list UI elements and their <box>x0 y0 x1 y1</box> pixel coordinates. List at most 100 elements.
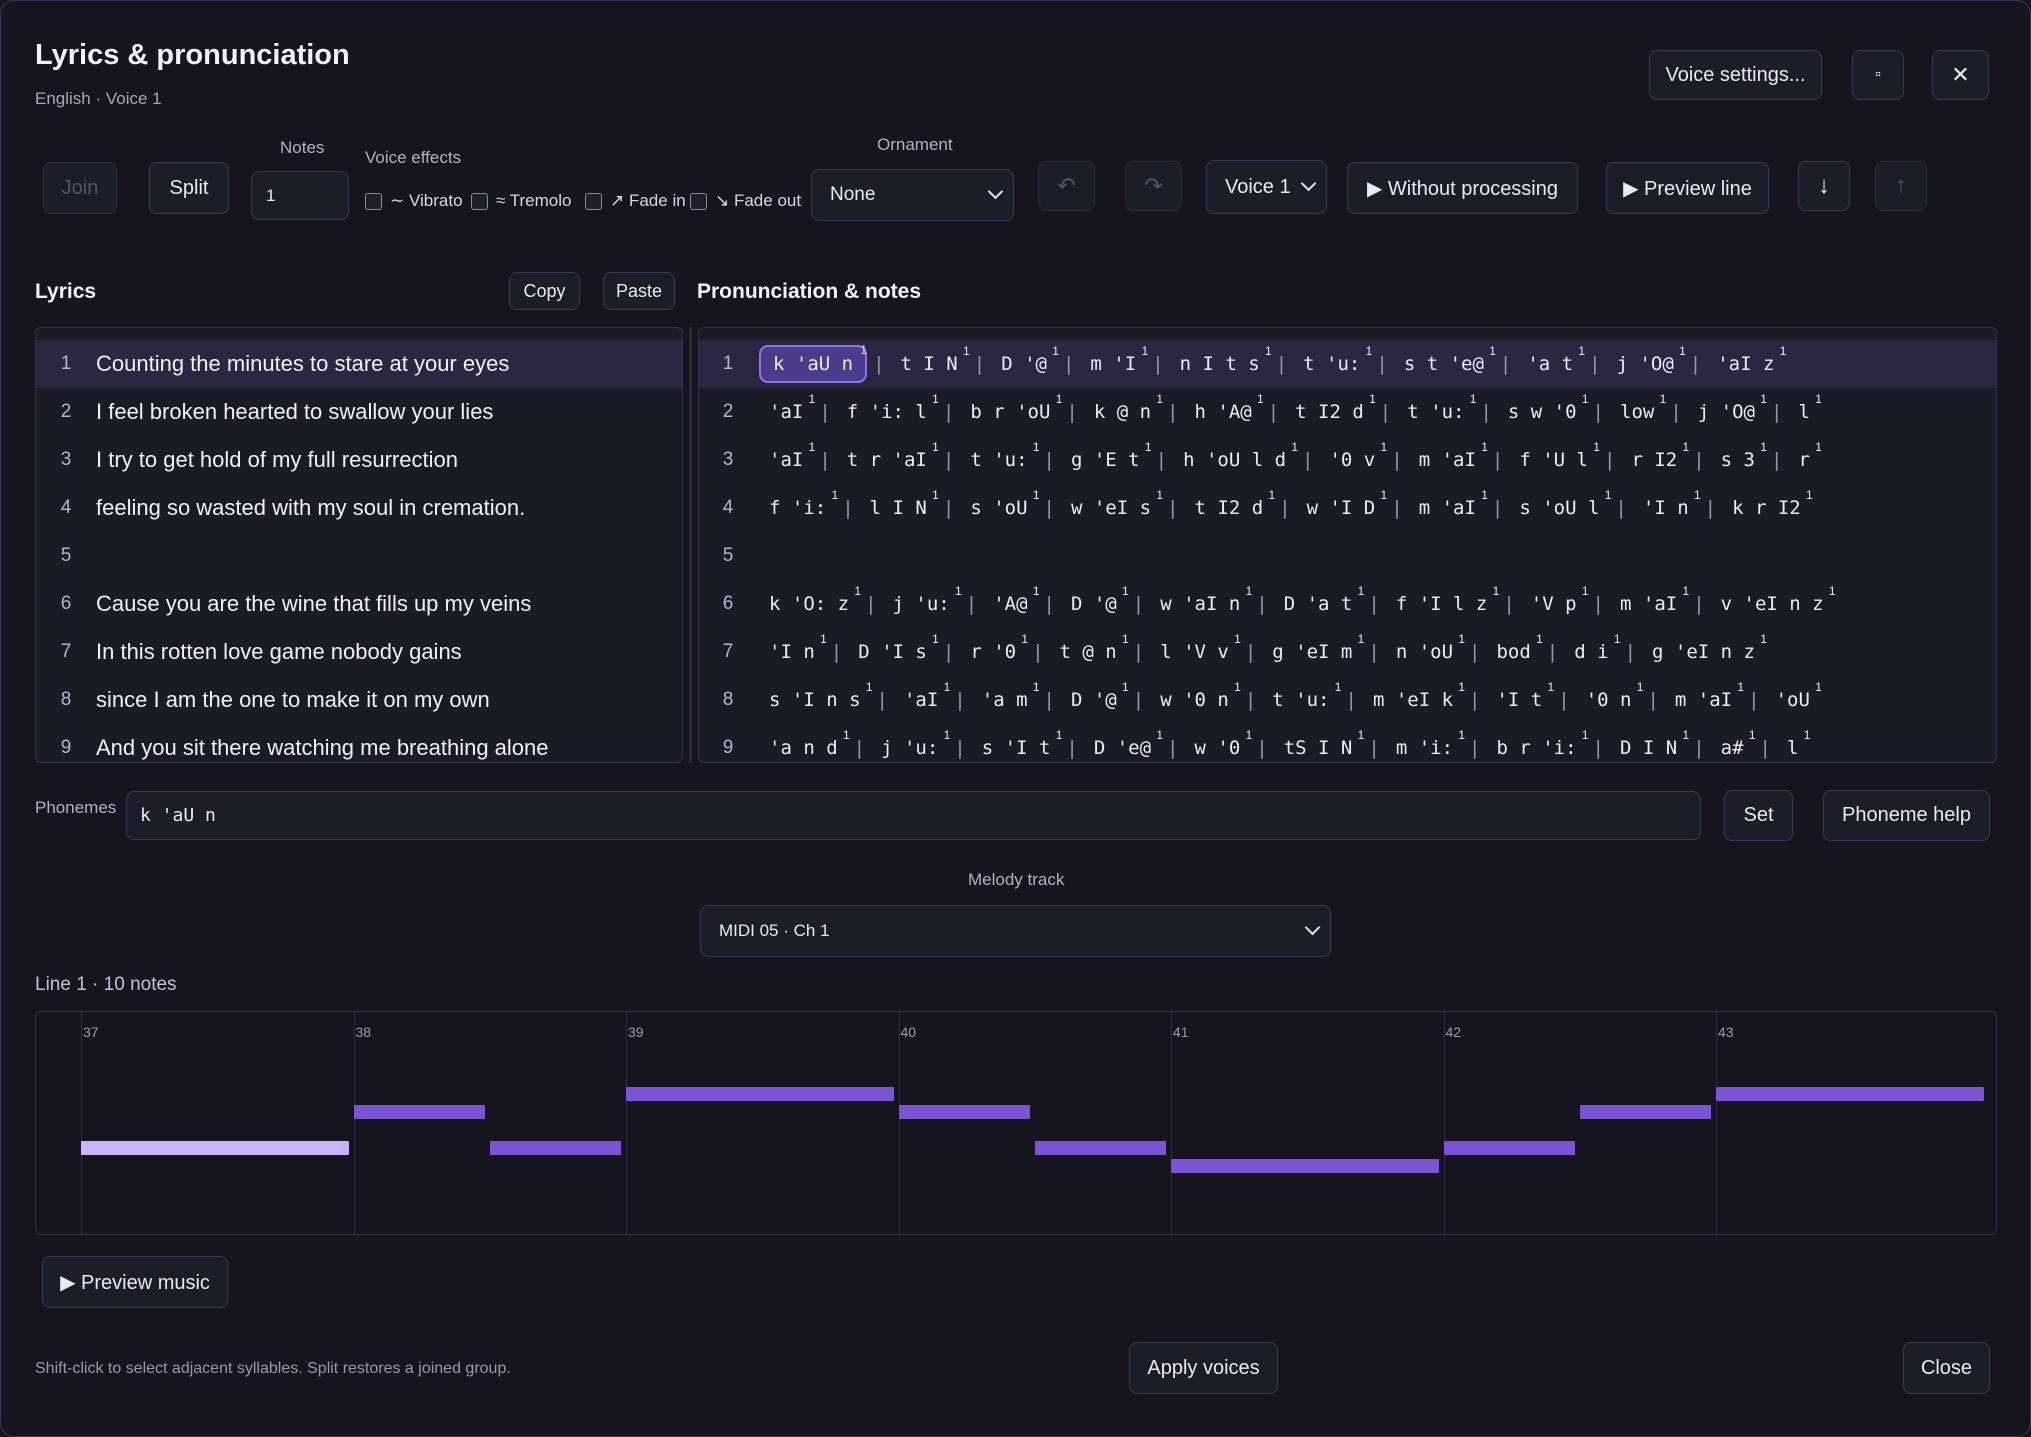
syllable-chip[interactable]: m 'I 1 <box>1080 344 1148 380</box>
undo-button[interactable]: ↶ <box>1038 161 1095 211</box>
syllable-chip[interactable]: 'A@ 1 <box>983 584 1039 620</box>
syllable-chip[interactable]: 'aI 1 <box>759 392 815 428</box>
syllable-chip[interactable]: m 'aI 1 <box>1610 584 1689 620</box>
syllable-chip[interactable]: m 'aI 1 <box>1409 440 1488 476</box>
syllable-chip[interactable]: 'a m 1 <box>972 680 1040 716</box>
syllable-chip[interactable]: r '0 1 <box>960 632 1028 668</box>
syllable-chip[interactable]: g 'eI n z 1 <box>1642 632 1767 668</box>
ornament-select[interactable]: None <box>811 169 1014 221</box>
syllable-chip[interactable]: D '@ 1 <box>991 344 1059 380</box>
melody-note[interactable] <box>1171 1159 1439 1173</box>
syllable-chip[interactable]: h 'oU l d 1 <box>1173 440 1298 476</box>
syllable-chip[interactable]: n 'oU 1 <box>1386 632 1465 668</box>
lyrics-line[interactable]: 4 feeling so wasted with my soul in crema… <box>36 484 682 532</box>
syllable-chip[interactable]: t I2 d 1 <box>1285 392 1376 428</box>
syllable-chip[interactable]: tS I N 1 <box>1274 728 1365 762</box>
syllable-chip[interactable]: s 'I n s 1 <box>759 680 873 716</box>
syllable-chip[interactable]: 'a t 1 <box>1517 344 1585 380</box>
lyrics-text[interactable]: I feel broken hearted to swallow your li… <box>96 399 494 424</box>
syllable-chip[interactable]: t 'u: 1 <box>1397 392 1476 428</box>
melody-note[interactable] <box>1716 1087 1984 1101</box>
syllable-chip[interactable]: '0 n 1 <box>1576 680 1644 716</box>
syllable-chip[interactable]: f 'I l z 1 <box>1386 584 1500 620</box>
syllable-chip[interactable]: r I2 1 <box>1621 440 1689 476</box>
paste-button[interactable]: Paste <box>603 272 675 310</box>
syllable-chip[interactable]: 'I n 1 <box>759 632 827 668</box>
syllable-chip[interactable]: s w '0 1 <box>1498 392 1589 428</box>
syllable-chip[interactable]: f 'i: l 1 <box>837 392 939 428</box>
syllable-chip[interactable]: 'I n 1 <box>1633 488 1701 524</box>
voice-select[interactable]: Voice 1 <box>1206 160 1327 214</box>
syllable-chip[interactable]: 'I t 1 <box>1486 680 1554 716</box>
syllable-chip[interactable]: 'V p 1 <box>1521 584 1589 620</box>
join-button[interactable]: Join <box>43 162 117 214</box>
close-dialog-button[interactable]: ✕ <box>1932 50 1989 100</box>
syllable-chip[interactable]: b r 'oU 1 <box>960 392 1062 428</box>
phonemes-input[interactable]: k 'aU n <box>126 791 1701 840</box>
syllable-chip[interactable]: v 'eI n z 1 <box>1711 584 1836 620</box>
syllable-chip[interactable]: f 'U l 1 <box>1509 440 1600 476</box>
melody-note[interactable] <box>626 1087 894 1101</box>
syllable-chip[interactable]: '0 v 1 <box>1319 440 1387 476</box>
melody-note[interactable] <box>1443 1141 1575 1155</box>
split-button[interactable]: Split <box>149 162 229 214</box>
lyrics-text[interactable]: feeling so wasted with my soul in cremat… <box>96 495 526 520</box>
syllable-chip[interactable]: k 'O: z 1 <box>759 584 861 620</box>
copy-button[interactable]: Copy <box>509 272 580 310</box>
fade-out-checkbox[interactable]: ↘ Fade out <box>690 191 801 211</box>
syllable-chip[interactable]: t I N 1 <box>891 344 970 380</box>
lyrics-text[interactable]: Cause you are the wine that fills up my … <box>96 591 532 616</box>
syllable-chip[interactable]: s 'oU 1 <box>960 488 1039 524</box>
syllable-chip[interactable]: D '@ 1 <box>1061 680 1129 716</box>
move-up-button[interactable]: ↑ <box>1875 161 1927 211</box>
lyrics-list[interactable]: 1 Counting the minutes to stare at your e… <box>35 327 683 763</box>
melody-note[interactable] <box>353 1105 485 1119</box>
lyrics-line[interactable]: 7 In this rotten love game nobody gains <box>36 628 682 676</box>
syllable-chip[interactable]: t I2 d 1 <box>1185 488 1276 524</box>
syllable-chip[interactable]: t r 'aI 1 <box>837 440 939 476</box>
syllable-chip[interactable]: h 'A@ 1 <box>1185 392 1264 428</box>
syllable-chip[interactable]: m 'aI 1 <box>1409 488 1488 524</box>
syllable-chip[interactable]: w '0 1 <box>1185 728 1253 762</box>
vibrato-checkbox[interactable]: ∼ Vibrato <box>365 191 463 211</box>
syllable-chip[interactable]: 'aI z 1 <box>1707 344 1786 380</box>
lyrics-line[interactable]: 6 Cause you are the wine that fills up my… <box>36 580 682 628</box>
melody-note[interactable] <box>81 1141 349 1155</box>
syllable-chip[interactable]: s t 'e@ 1 <box>1394 344 1496 380</box>
syllable-chip[interactable]: g 'E t 1 <box>1061 440 1152 476</box>
syllable-chip[interactable]: 'a n d 1 <box>759 728 850 762</box>
without-processing-button[interactable]: ▶ Without processing <box>1347 162 1578 214</box>
syllable-chip[interactable]: w 'eI s 1 <box>1061 488 1163 524</box>
syllable-chip[interactable]: n I t s 1 <box>1170 344 1272 380</box>
syllable-chip[interactable]: D '@ 1 <box>1061 584 1129 620</box>
splitter[interactable] <box>689 327 692 763</box>
syllable-chip[interactable]: g 'eI m 1 <box>1262 632 1364 668</box>
syllable-chip[interactable]: j 'O@ 1 <box>1607 344 1686 380</box>
syllable-chip[interactable]: low 1 <box>1610 392 1666 428</box>
syllable-chip[interactable]: bod 1 <box>1486 632 1542 668</box>
set-phonemes-button[interactable]: Set <box>1724 790 1793 841</box>
syllable-chip[interactable]: m 'aI 1 <box>1665 680 1744 716</box>
lyrics-line[interactable]: 1 Counting the minutes to stare at your e… <box>36 340 682 388</box>
syllable-chip[interactable]: m 'eI k 1 <box>1363 680 1465 716</box>
syllable-chip[interactable]: D I N 1 <box>1610 728 1689 762</box>
syllable-chip[interactable]: s 'oU l 1 <box>1509 488 1611 524</box>
syllable-chip[interactable]: s 'I t 1 <box>972 728 1063 762</box>
syllable-chip[interactable]: b r 'i: 1 <box>1486 728 1588 762</box>
melody-note[interactable] <box>489 1141 621 1155</box>
melody-note[interactable] <box>898 1105 1030 1119</box>
voice-settings-button[interactable]: Voice settings... <box>1649 50 1822 100</box>
preview-music-button[interactable]: ▶ Preview music <box>42 1256 228 1308</box>
syllable-chip[interactable]: k 'aU n 1 <box>759 343 868 383</box>
syllable-chip[interactable]: t 'u: 1 <box>1293 344 1372 380</box>
syllable-chip[interactable]: 'aI 1 <box>894 680 950 716</box>
apply-voices-button[interactable]: Apply voices <box>1129 1342 1278 1394</box>
phoneme-help-button[interactable]: Phoneme help <box>1823 790 1990 841</box>
fade-in-checkbox[interactable]: ↗ Fade in <box>585 191 686 211</box>
lyrics-line[interactable]: 8 since I am the one to make it on my own <box>36 676 682 724</box>
syllable-chip[interactable]: D 'I s 1 <box>848 632 939 668</box>
syllable-chip[interactable]: k @ n 1 <box>1084 392 1163 428</box>
melody-note[interactable] <box>1579 1105 1711 1119</box>
